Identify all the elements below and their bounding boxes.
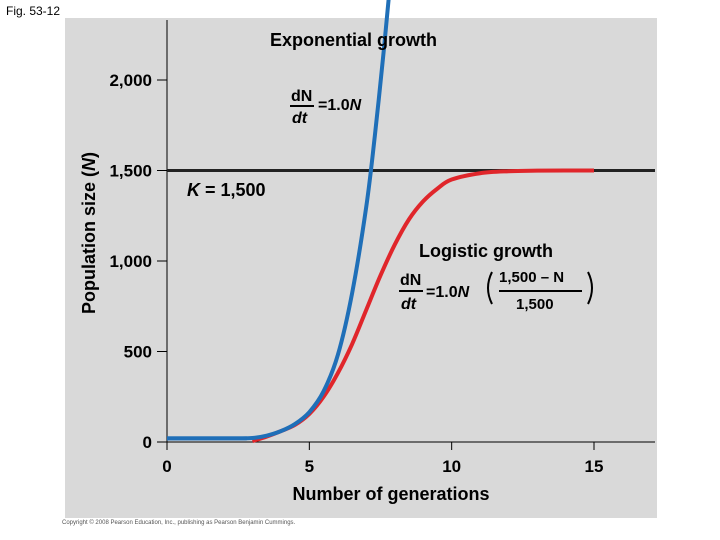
x-axis-title: Number of generations: [292, 484, 489, 504]
carrying-capacity-label: K = 1,500: [187, 180, 266, 200]
y-axis-title: Population size (N): [79, 152, 99, 314]
exponential-growth-label: Exponential growth: [270, 30, 437, 50]
x-ticks: 0 5 10 15: [162, 442, 603, 476]
exp-eq-numerator: dN: [291, 88, 312, 105]
log-eq-factor-denominator: 1,500: [516, 296, 554, 313]
exponential-equation: dN dt =1.0N: [290, 88, 362, 127]
exp-eq-rhs: =1.0N: [318, 97, 362, 114]
y-tick-label: 1,000: [109, 252, 152, 271]
logistic-growth-label: Logistic growth: [419, 241, 553, 261]
exponential-growth-line: [166, 0, 391, 441]
y-tick-label: 2,000: [109, 71, 152, 90]
logistic-equation: dN dt =1.0N 1,500 – N 1,500: [399, 269, 593, 313]
log-eq-numerator: dN: [400, 272, 421, 289]
y-tick-label: 1,500: [109, 162, 152, 181]
x-tick-label: 0: [162, 457, 171, 476]
x-tick-label: 5: [305, 457, 314, 476]
log-eq-rhs: =1.0N: [426, 284, 470, 301]
y-tick-label: 0: [143, 433, 152, 452]
log-eq-right-paren: [587, 271, 593, 305]
copyright-notice: Copyright © 2008 Pearson Education, Inc.…: [62, 520, 296, 526]
exp-eq-denominator: dt: [292, 110, 308, 127]
y-ticks: 0 500 1,000 1,500 2,000: [109, 71, 167, 452]
x-tick-label: 10: [442, 457, 461, 476]
figure-label: Fig. 53-12: [6, 4, 61, 18]
log-eq-denominator: dt: [401, 296, 417, 313]
y-tick-label: 500: [124, 343, 152, 362]
plot-background: [65, 18, 657, 518]
log-eq-left-paren: [487, 271, 493, 305]
x-tick-label: 15: [585, 457, 604, 476]
log-eq-factor-numerator: 1,500 – N: [499, 269, 564, 286]
